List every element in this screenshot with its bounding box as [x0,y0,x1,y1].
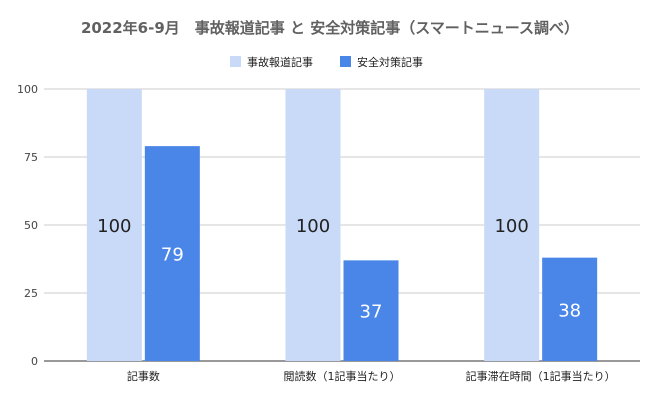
bar-accident-articles [86,89,142,361]
legend-swatch-accident-articles [230,56,241,67]
bars [86,89,598,361]
chart-title: 2022年6-9月 事故報道記事 と 安全対策記事（スマートニュース調べ） [81,19,579,37]
gridlines [44,88,640,362]
y-tick-label: 50 [24,219,38,232]
legend-label-safety-articles: 安全対策記事 [357,55,423,69]
bar-accident-articles [484,89,540,361]
legend: 事故報道記事 安全対策記事 [230,55,423,69]
legend-swatch-safety-articles [340,56,351,67]
data-labels: 100 79 100 37 100 38 [97,216,581,323]
data-label-safety-articles: 79 [161,245,184,266]
bar-safety-articles [144,146,200,361]
data-label-safety-articles: 38 [558,300,581,321]
legend-label-accident-articles: 事故報道記事 [247,55,313,69]
y-tick-label: 0 [31,355,38,368]
y-tick-label: 25 [24,287,38,300]
y-tick-label: 100 [17,83,38,96]
bar-safety-articles [542,257,598,361]
y-axis: 0 25 50 75 100 [17,83,38,368]
data-label-accident-articles: 100 [494,216,528,237]
x-category-label: 記事数 [127,369,160,383]
x-category-label: 記事滞在時間（1記事当たり） [466,369,616,383]
y-tick-label: 75 [24,151,38,164]
data-label-accident-articles: 100 [97,216,131,237]
data-label-accident-articles: 100 [296,216,330,237]
data-label-safety-articles: 37 [360,302,383,323]
bar-safety-articles [343,260,399,361]
x-axis: 記事数 閲読数（1記事当たり） 記事滞在時間（1記事当たり） [127,369,616,383]
x-category-label: 閲読数（1記事当たり） [284,369,401,383]
bar-accident-articles [285,89,341,361]
